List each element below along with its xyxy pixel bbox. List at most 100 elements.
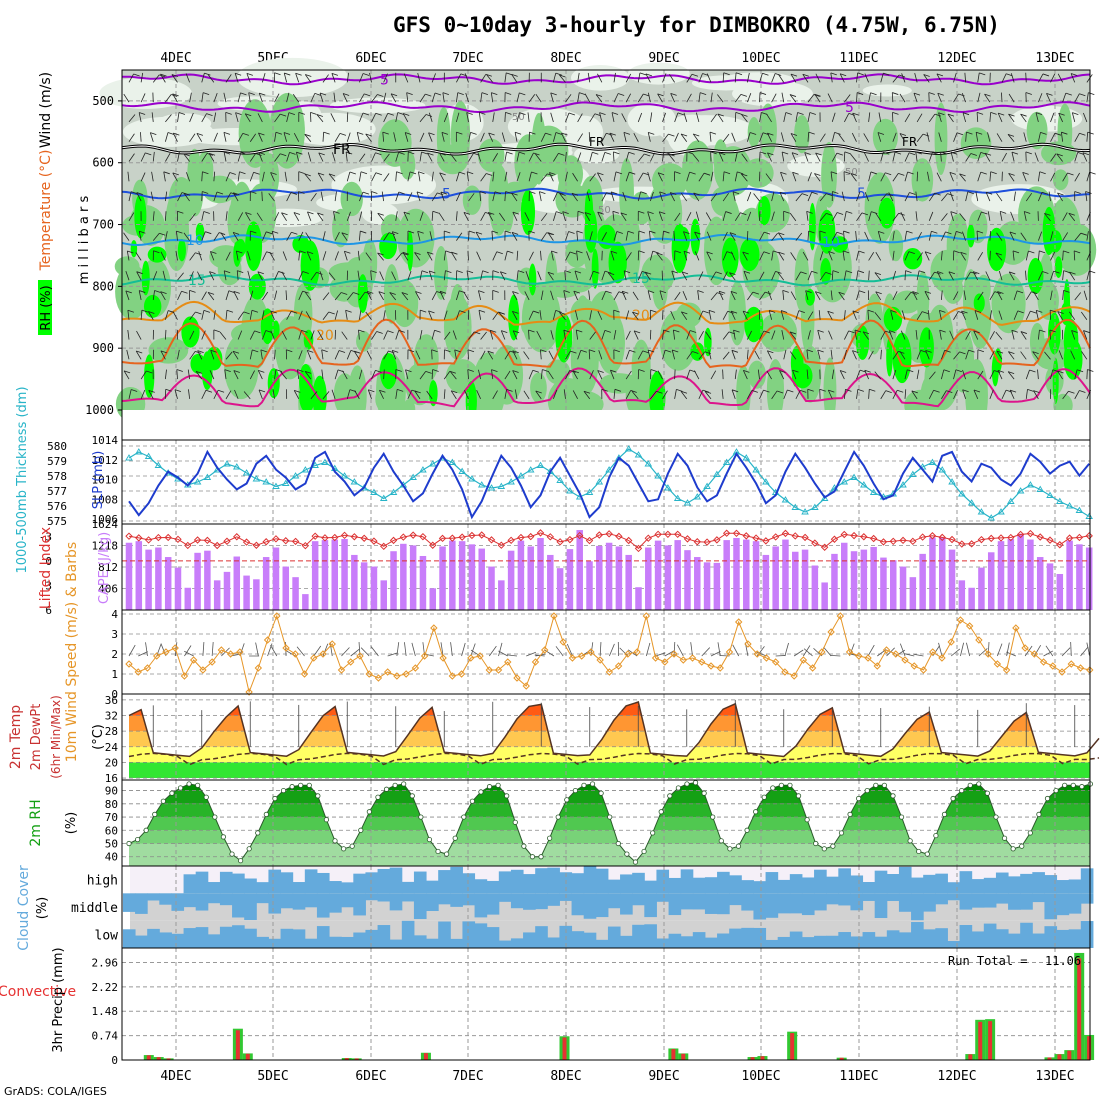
wind-barb-flag: [454, 349, 461, 353]
wind-barb-flag: [395, 369, 402, 372]
wind-barb-flag: [397, 388, 404, 392]
wind-barb-flag: [743, 369, 750, 373]
wind-barb: [940, 369, 945, 380]
wind-barb: [843, 231, 845, 241]
wind-barb: [913, 653, 924, 657]
wind-barb-flag: [487, 350, 494, 354]
rh-band: [129, 830, 1090, 844]
rh-moist-patch: [934, 102, 948, 175]
wind-barb-flag: [549, 172, 556, 175]
cape-bar: [409, 545, 417, 610]
cape-bar: [547, 554, 554, 610]
wind-barb-flag: [569, 370, 576, 373]
wind-barb: [683, 112, 688, 123]
wind-barb: [466, 270, 469, 281]
wind-barb-flag: [1046, 93, 1053, 96]
wind-barb-flag: [1020, 113, 1027, 117]
wind-barb: [470, 649, 481, 657]
wind-barb: [552, 72, 557, 83]
wind-barb: [911, 390, 918, 400]
wind-barb: [322, 251, 327, 261]
wind-barb: [232, 232, 239, 241]
wind-barb: [807, 112, 811, 123]
wind-barb-flag: [845, 270, 853, 274]
rh-saturated-patch: [987, 227, 1007, 272]
wind-barb: [1024, 645, 1033, 657]
wind-barb: [286, 92, 290, 103]
wind-barb-flag: [574, 270, 582, 274]
rh-marker: [495, 782, 501, 788]
wind-barb: [843, 310, 846, 320]
li-marker: [958, 540, 966, 548]
wind-barb: [165, 152, 171, 162]
wind-barb-flag: [562, 211, 569, 215]
wind-barb-flag: [832, 191, 839, 194]
wind-barb: [237, 92, 241, 103]
wind-barb: [213, 93, 218, 103]
wind-barb: [281, 330, 287, 340]
wind-barb-flag: [857, 72, 864, 76]
wind-barb: [359, 153, 366, 162]
li-marker: [409, 531, 417, 539]
slp-axis-label: SLP (mb): [91, 451, 106, 510]
wind-barb-flag: [387, 330, 394, 334]
li-marker: [742, 532, 750, 540]
rh-moist-patch: [596, 310, 626, 374]
wind-barb: [962, 112, 967, 123]
wind-barb-flag: [826, 193, 833, 196]
wind-barb: [904, 251, 910, 261]
rh-marker: [873, 782, 879, 788]
wind-barb: [781, 330, 785, 340]
wind-barb: [343, 251, 348, 261]
cloud-cell: [1008, 893, 1021, 910]
y-tick-label: 600: [92, 156, 114, 170]
wind-barb-flag: [316, 271, 323, 275]
wind-barb-flag: [183, 153, 190, 157]
wind-barb: [382, 132, 385, 142]
wind-barb-flag: [909, 192, 916, 195]
cloud-cell: [1032, 872, 1045, 894]
wind-barb: [892, 270, 897, 281]
wind-barb: [550, 112, 554, 123]
wind-barb-flag: [403, 211, 411, 215]
wind-barb: [331, 389, 336, 400]
thickness-marker: [144, 452, 153, 459]
wind-barb: [759, 271, 765, 281]
wind-barb-flag: [442, 92, 449, 96]
wind-barb: [411, 642, 416, 657]
wind-barb: [779, 370, 785, 380]
wind-barb-flag: [632, 311, 639, 315]
wind-barb: [357, 250, 360, 261]
cape-bar: [243, 575, 250, 610]
li-marker: [536, 529, 545, 537]
wind-barb-flag: [925, 251, 932, 255]
wind-barb: [1069, 271, 1076, 281]
wind-barb: [136, 271, 142, 281]
wind-barb-flag: [388, 232, 396, 236]
wind-barb: [383, 350, 389, 360]
wind-barb: [647, 349, 651, 360]
wind-barb-flag: [767, 152, 774, 156]
wind-barb: [284, 171, 288, 182]
rh-saturated-patch: [1027, 257, 1044, 294]
wind-barb: [467, 250, 469, 261]
thickness-marker: [370, 488, 378, 495]
rh-marker: [821, 846, 827, 852]
cape-bar: [282, 566, 290, 610]
wind-barb-flag: [202, 92, 210, 96]
cloud-cell: [268, 869, 282, 894]
wind-barb: [225, 251, 231, 261]
day-label-bottom: 4DEC: [160, 1069, 191, 1084]
wind-barb-flag: [668, 153, 675, 157]
wind-barb: [856, 92, 858, 103]
cloud-cell: [692, 893, 706, 910]
wind-barb-flag: [293, 212, 301, 215]
wind-barb: [789, 331, 797, 340]
precip-convective-bar: [988, 1021, 993, 1060]
cloud-cell: [304, 869, 318, 894]
thickness-marker: [654, 472, 662, 479]
contour-magenta: [121, 367, 1091, 408]
wind-barb-flag: [806, 349, 814, 353]
wind-barb-flag: [1077, 151, 1084, 155]
